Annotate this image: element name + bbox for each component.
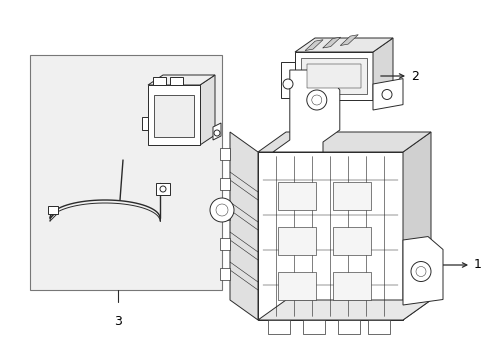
Text: 2: 2: [410, 69, 418, 82]
Polygon shape: [281, 62, 294, 98]
Polygon shape: [30, 55, 222, 290]
Polygon shape: [337, 320, 359, 334]
Text: 1: 1: [473, 258, 481, 271]
Bar: [306, 64, 360, 88]
Text: 3: 3: [114, 315, 122, 328]
Bar: [278, 182, 315, 210]
Circle shape: [410, 261, 430, 282]
Circle shape: [160, 186, 165, 192]
Polygon shape: [148, 85, 200, 145]
Polygon shape: [229, 132, 258, 320]
Polygon shape: [322, 37, 340, 48]
Polygon shape: [153, 77, 165, 85]
Circle shape: [381, 90, 391, 99]
Circle shape: [216, 204, 227, 216]
Polygon shape: [220, 208, 229, 220]
Circle shape: [415, 266, 425, 276]
Circle shape: [283, 79, 292, 89]
Polygon shape: [220, 148, 229, 160]
Polygon shape: [305, 40, 323, 50]
Polygon shape: [213, 123, 221, 140]
Bar: [332, 182, 370, 210]
Polygon shape: [220, 178, 229, 190]
Polygon shape: [294, 52, 372, 100]
Polygon shape: [220, 238, 229, 250]
Polygon shape: [156, 183, 170, 195]
Bar: [301, 58, 366, 94]
Polygon shape: [340, 35, 358, 45]
Bar: [278, 272, 315, 300]
Bar: [278, 227, 315, 255]
Polygon shape: [402, 132, 430, 320]
Polygon shape: [258, 300, 430, 320]
Polygon shape: [142, 117, 148, 130]
Polygon shape: [258, 152, 402, 320]
Polygon shape: [48, 206, 58, 214]
Polygon shape: [258, 132, 430, 152]
Bar: [332, 272, 370, 300]
Circle shape: [306, 90, 326, 110]
Circle shape: [209, 198, 234, 222]
Polygon shape: [267, 320, 289, 334]
Polygon shape: [272, 70, 339, 152]
Bar: [332, 227, 370, 255]
Circle shape: [311, 95, 321, 105]
Polygon shape: [148, 75, 215, 85]
Circle shape: [214, 130, 220, 136]
Polygon shape: [372, 38, 392, 100]
Polygon shape: [372, 78, 402, 110]
Polygon shape: [170, 77, 183, 85]
Polygon shape: [294, 38, 392, 52]
Polygon shape: [367, 320, 389, 334]
Polygon shape: [303, 320, 325, 334]
Polygon shape: [200, 75, 215, 145]
Polygon shape: [220, 268, 229, 280]
Bar: [154, 95, 194, 137]
Polygon shape: [402, 237, 442, 305]
